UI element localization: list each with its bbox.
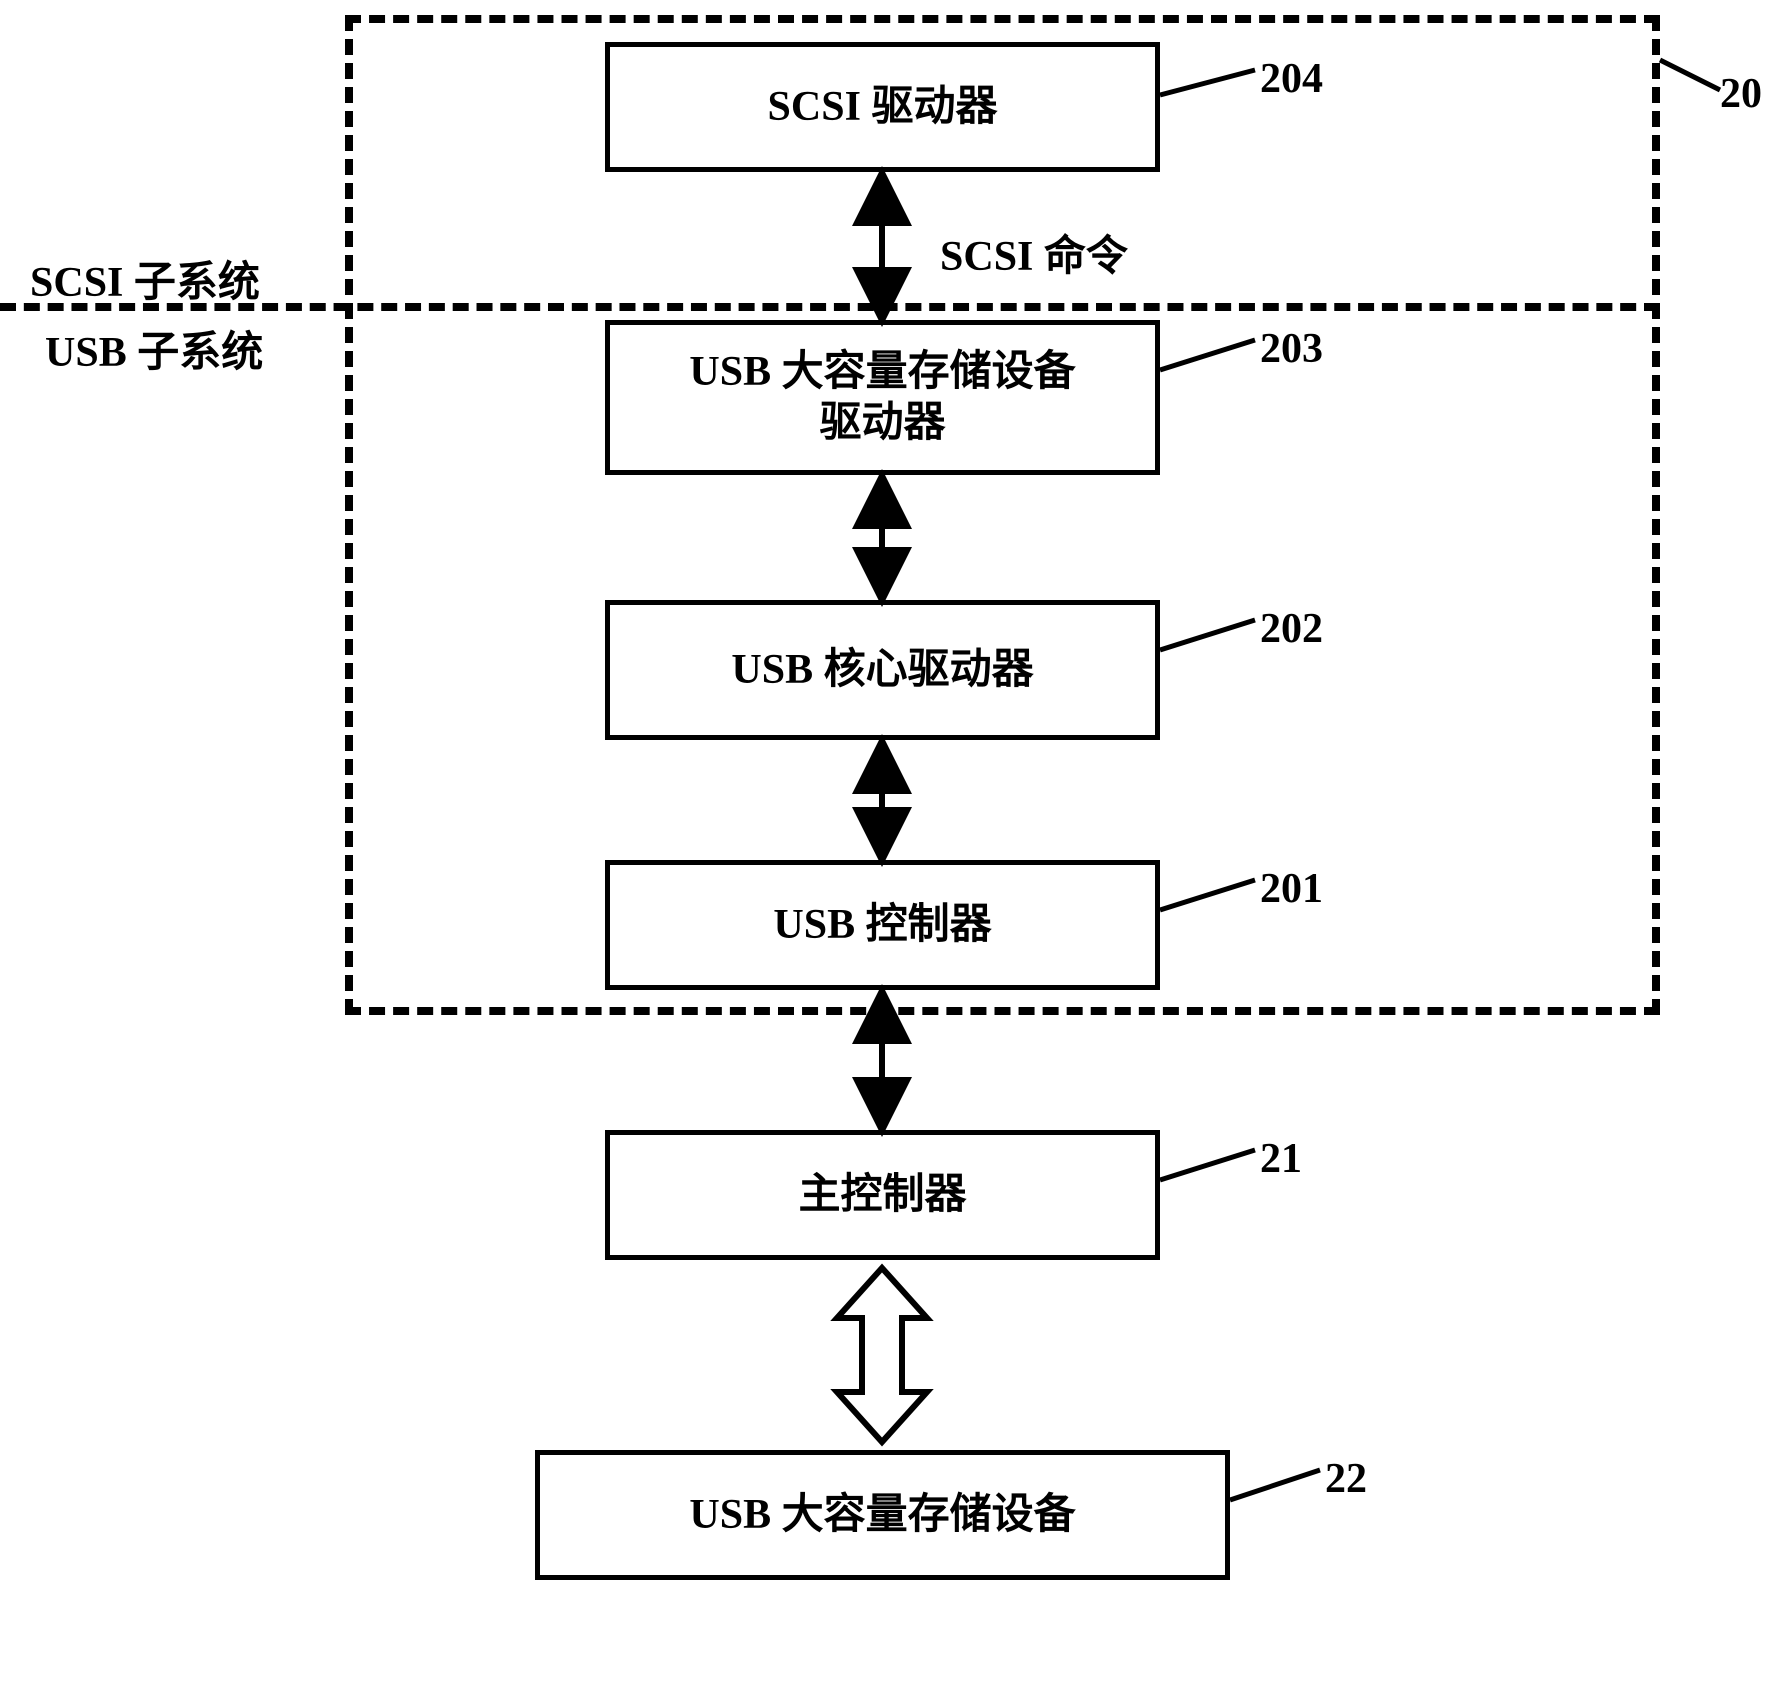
- arrow-thick-21-22: [0, 0, 1787, 1682]
